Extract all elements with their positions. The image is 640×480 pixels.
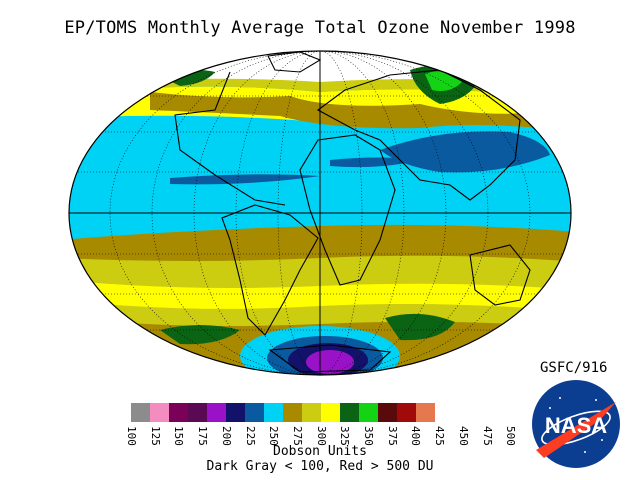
color-scale-swatch: [169, 403, 188, 422]
color-scale-tick-label: 225: [243, 426, 257, 446]
color-scale-swatch: [378, 403, 397, 422]
color-scale-tick-label: 300: [314, 426, 328, 446]
map-title: EP/TOMS Monthly Average Total Ozone Nove…: [64, 18, 576, 38]
color-scale-tick-label: 400: [409, 426, 423, 446]
color-scale-swatch: [150, 403, 169, 422]
color-scale-swatch: [397, 403, 416, 422]
globe-outline: [68, 50, 572, 376]
color-scale-tick-label: 450: [456, 426, 470, 446]
color-scale-swatch: [359, 403, 378, 422]
color-scale-tick-label: 350: [362, 426, 375, 446]
color-scale-tick-label: 425: [433, 426, 447, 446]
color-scale-tick-label: 500: [504, 426, 518, 446]
color-scale-tick-label: 200: [219, 426, 233, 446]
color-scale-tick-label: 175: [196, 426, 210, 446]
credit-label: GSFC/916: [540, 360, 608, 376]
color-scale-tick-label: 150: [172, 426, 186, 446]
color-scale-swatch: [264, 403, 283, 422]
color-scale-swatch: [302, 403, 321, 422]
color-scale-tick-label: 475: [480, 426, 494, 446]
color-scale-swatch: [188, 403, 207, 422]
color-scale-swatch: [226, 403, 245, 422]
color-scale-tick-label: 125: [148, 426, 162, 446]
color-scale-swatch: [245, 403, 264, 422]
nasa-logo: NASA: [532, 380, 620, 468]
color-scale-tick-label: 100: [125, 426, 138, 446]
color-scale-swatch: [321, 403, 340, 422]
units-label: Dobson Units: [273, 444, 367, 459]
logo-text: NASA: [545, 413, 607, 438]
color-scale-tick-label: 375: [385, 426, 399, 446]
color-scale-swatch: [340, 403, 359, 422]
color-scale-tick-label: 275: [290, 426, 304, 446]
color-scale-bar: [131, 403, 435, 422]
color-scale-swatch: [131, 403, 150, 422]
color-scale-swatch: [416, 403, 435, 422]
color-scale-tick-label: 250: [267, 426, 281, 446]
color-scale-tick-label: 325: [338, 426, 352, 446]
color-scale-swatch: [207, 403, 226, 422]
range-note: Dark Gray < 100, Red > 500 DU: [206, 459, 434, 474]
color-scale-swatch: [283, 403, 302, 422]
